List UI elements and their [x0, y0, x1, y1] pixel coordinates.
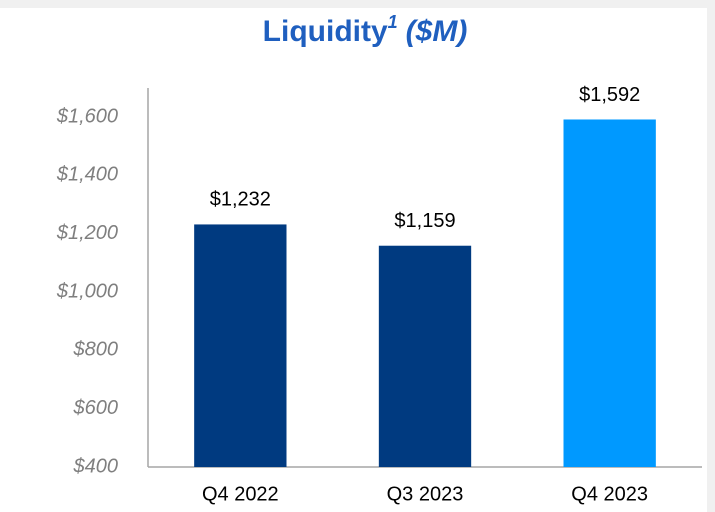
- top-band: [0, 0, 715, 8]
- title-text: Liquidity: [263, 15, 388, 48]
- value-label: $1,592: [579, 84, 640, 106]
- y-tick-label: $1,200: [56, 222, 118, 244]
- x-tick-label: Q3 2023: [387, 483, 464, 505]
- y-tick-label: $1,000: [56, 280, 118, 302]
- y-tick-label: $400: [73, 455, 119, 477]
- y-tick-label: $1,600: [56, 105, 118, 127]
- y-tick-label: $1,400: [56, 164, 118, 186]
- y-tick-label: $600: [73, 397, 119, 419]
- title-superscript: 1: [388, 12, 398, 32]
- x-tick-label: Q4 2023: [571, 483, 648, 505]
- y-tick-label: $800: [73, 339, 119, 361]
- right-band: [707, 0, 715, 512]
- title-unit: ($M): [406, 15, 468, 48]
- bar: [194, 224, 287, 467]
- value-label: $1,159: [394, 210, 455, 232]
- value-label: $1,232: [210, 189, 271, 211]
- bar: [563, 119, 656, 468]
- bar: [378, 245, 472, 467]
- chart-title: Liquidity1 ($M): [263, 12, 468, 48]
- x-tick-label: Q4 2022: [202, 483, 279, 505]
